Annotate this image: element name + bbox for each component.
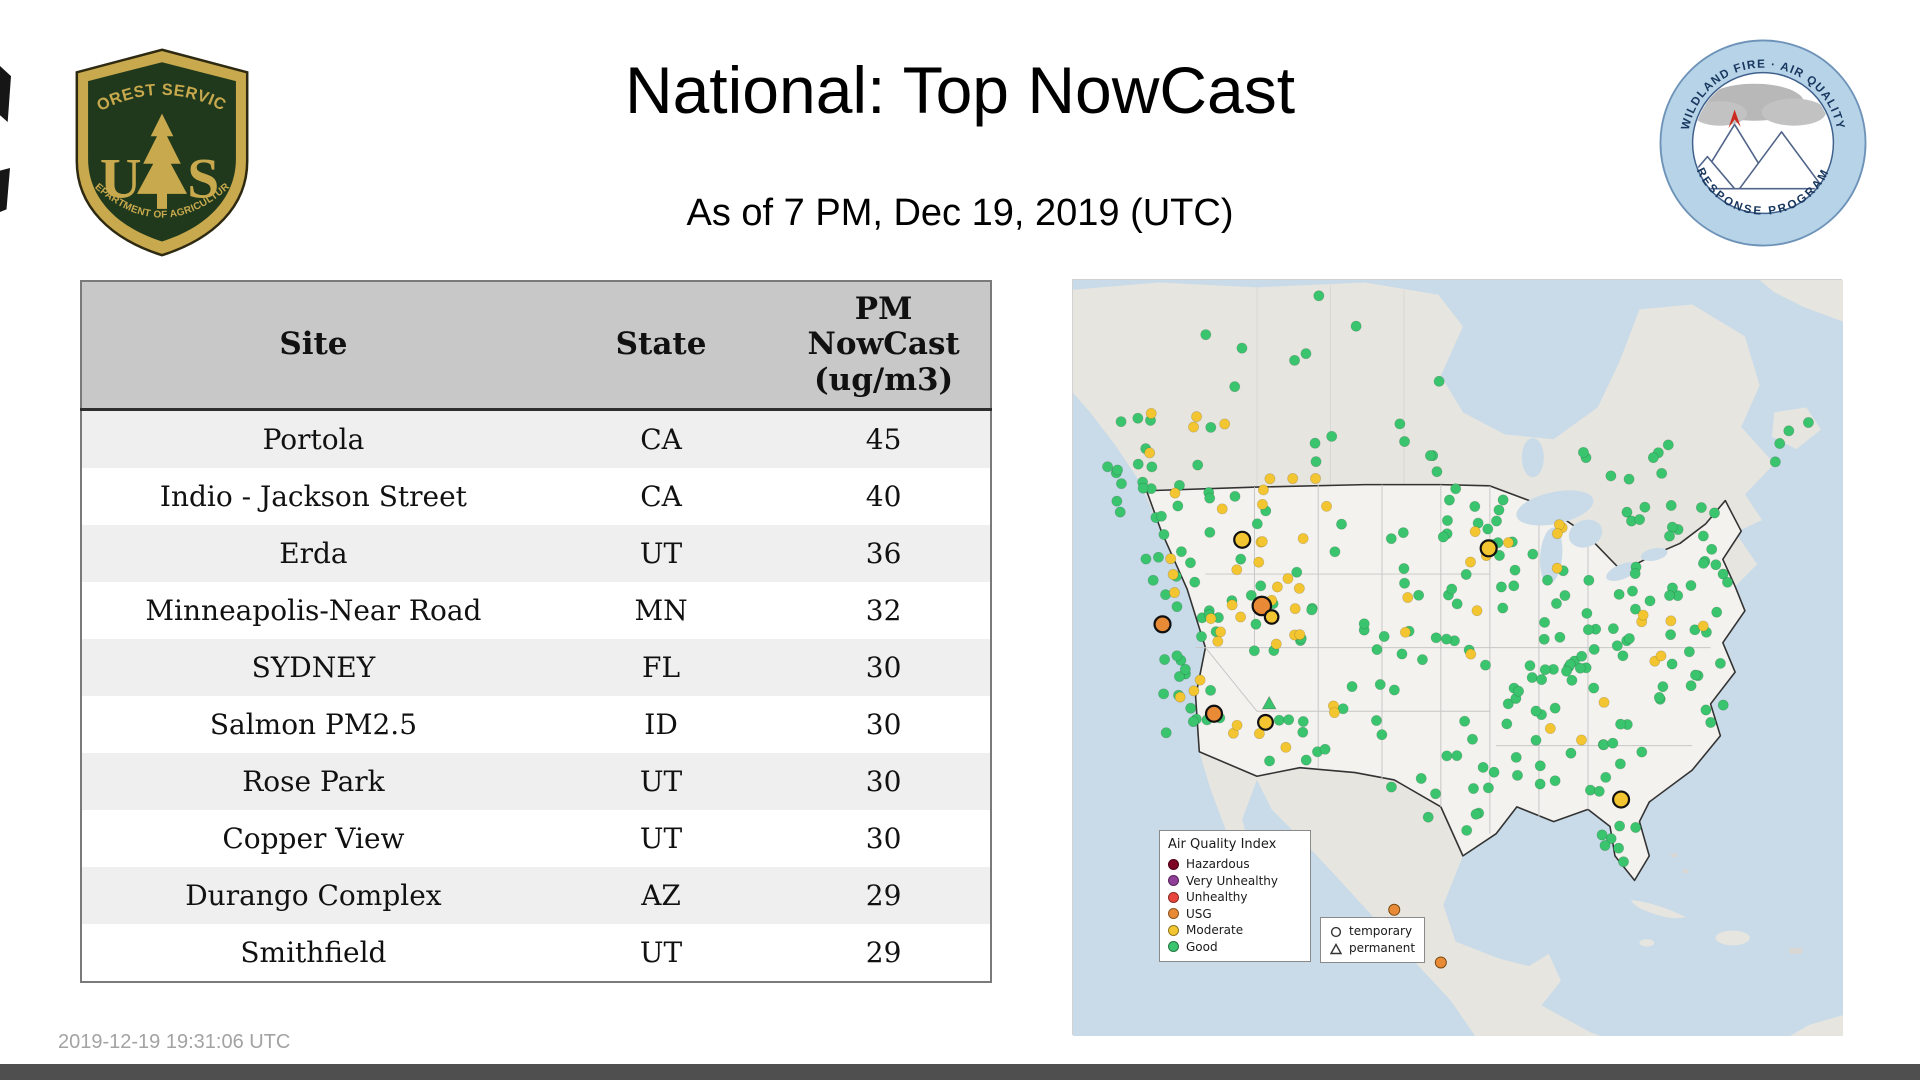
aqi-color-dot-icon: [1168, 858, 1179, 870]
permanent-marker-entry: permanent: [1330, 940, 1415, 957]
aqi-legend-entry: Hazardous: [1168, 856, 1302, 873]
aqi-legend-label: Unhealthy: [1186, 890, 1248, 904]
aqi-color-dot-icon: [1168, 908, 1179, 920]
site-cell: Smithfield: [240, 936, 387, 969]
generation-timestamp: 2019-12-19 19:31:06 UTC: [58, 1031, 291, 1053]
page-subtitle: As of 7 PM, Dec 19, 2019 (UTC): [686, 192, 1234, 234]
highlighted-monitor-markers: [1153, 530, 1631, 809]
nowcast-value-cell: 29: [865, 879, 902, 912]
nowcast-value-cell: 30: [865, 822, 902, 855]
table-row: SYDNEY FL 30: [81, 639, 991, 696]
mountains-icon: [1693, 123, 1825, 190]
page-title: National: Top NowCast: [624, 53, 1296, 127]
aqi-legend-entry: Good: [1168, 939, 1302, 956]
nowcast-value-cell: 32: [865, 594, 902, 627]
aqi-color-dot-icon: [1168, 891, 1179, 903]
temporary-marker-entry: temporary: [1330, 923, 1415, 940]
aqi-color-dot-icon: [1168, 875, 1179, 887]
site-cell: Durango Complex: [185, 879, 442, 912]
nowcast-value-cell: 45: [865, 423, 902, 456]
permanent-triangle-icon: [1330, 942, 1342, 954]
flame-icon: [1728, 109, 1741, 129]
site-cell: Rose Park: [242, 765, 385, 798]
state-cell: UT: [639, 765, 683, 798]
site-cell: Copper View: [222, 822, 405, 855]
wfaqrp-badge-icon: WILDLAND FIRE · AIR QUALITY RESPONSE PRO…: [1659, 39, 1867, 247]
table-row: Smithfield UT 29: [81, 924, 991, 982]
table-row: Minneapolis-Near Road MN 32: [81, 582, 991, 639]
usfs-letter-u: U: [100, 148, 142, 211]
table-header-row: Site State PM NowCast (ug/m3): [81, 281, 991, 411]
table-row: Indio - Jackson Street CA 40: [81, 468, 991, 525]
state-cell: FL: [642, 651, 681, 684]
aqi-color-dot-icon: [1168, 924, 1179, 936]
state-cell: CA: [640, 480, 682, 513]
nowcast-value-cell: 40: [865, 480, 902, 513]
site-cell: Minneapolis-Near Road: [145, 594, 482, 627]
top-nowcast-table: Site State PM NowCast (ug/m3) Portola CA 45 I…: [80, 280, 992, 983]
state-cell: AZ: [641, 879, 681, 912]
aqi-legend-entry: USG: [1168, 906, 1302, 923]
state-cell: UT: [639, 936, 683, 969]
table-row: Copper View UT 30: [81, 810, 991, 867]
state-cell: UT: [639, 822, 683, 855]
site-cell: SYDNEY: [251, 651, 376, 684]
aqi-legend-label: Hazardous: [1186, 857, 1250, 871]
aqi-legend-label: Very Unhealthy: [1186, 873, 1278, 888]
column-header-site: Site: [81, 281, 545, 411]
aqi-legend-label: Moderate: [1186, 923, 1244, 937]
permanent-label: permanent: [1349, 941, 1416, 955]
table-row: Portola CA 45: [81, 409, 991, 468]
usfs-logo: FOREST SERVICE U S DEPARTMENT OF AGRICUL…: [62, 32, 256, 259]
usfs-letter-s: S: [187, 148, 219, 211]
state-cell: UT: [639, 537, 683, 570]
left-edge-artifact: [0, 66, 11, 122]
state-cell: CA: [640, 423, 682, 456]
table-row: Durango Complex AZ 29: [81, 867, 991, 924]
aqi-legend: Air Quality Index Hazardous Very Unhealth…: [1159, 830, 1311, 962]
state-cell: MN: [634, 594, 688, 627]
state-cell: ID: [644, 708, 678, 741]
table-row: Rose Park UT 30: [81, 753, 991, 810]
site-cell: Portola: [262, 423, 365, 456]
temporary-circle-icon: [1330, 926, 1342, 937]
left-edge-artifact: [0, 168, 10, 212]
site-cell: Salmon PM2.5: [209, 708, 418, 741]
top-nowcast-table-grid: Site State PM NowCast (ug/m3) Portola CA 45 I…: [80, 280, 992, 983]
aqi-legend-entry: Moderate: [1168, 922, 1302, 939]
table-row: Erda UT 36: [81, 525, 991, 582]
nowcast-value-cell: 30: [865, 708, 902, 741]
pine-tree-icon: [136, 113, 188, 209]
nowcast-value-cell: 30: [865, 765, 902, 798]
site-cell: Indio - Jackson Street: [159, 480, 467, 513]
nowcast-value-cell: 36: [865, 537, 902, 570]
column-header-state: State: [544, 281, 778, 411]
usfs-shield-icon: FOREST SERVICE U S DEPARTMENT OF AGRICUL…: [62, 32, 249, 257]
aqi-legend-entry: Unhealthy: [1168, 889, 1302, 906]
column-header-pm: PM NowCast (ug/m3): [777, 281, 991, 411]
usg-monitor-dots: [1261, 695, 1447, 969]
aqi-legend-title: Air Quality Index: [1168, 837, 1277, 852]
marker-type-legend: temporary permanent: [1320, 917, 1426, 963]
wfaqrp-logo: WILDLAND FIRE · AIR QUALITY RESPONSE PRO…: [1658, 38, 1868, 248]
temporary-label: temporary: [1349, 924, 1413, 938]
aqi-color-dot-icon: [1168, 941, 1179, 953]
bottom-bar: [0, 1064, 1920, 1080]
aqi-legend-entry: Very Unhealthy: [1168, 873, 1302, 890]
aqi-legend-label: Good: [1186, 939, 1218, 954]
aqi-legend-label: USG: [1186, 906, 1212, 921]
nowcast-value-cell: 30: [865, 651, 902, 684]
us-air-quality-map: Air Quality Index Hazardous Very Unhealth…: [1072, 279, 1843, 1036]
nowcast-value-cell: 29: [865, 936, 902, 969]
good-monitor-dots: [1102, 290, 1814, 868]
table-row: Salmon PM2.5 ID 30: [81, 696, 991, 753]
site-cell: Erda: [279, 537, 348, 570]
